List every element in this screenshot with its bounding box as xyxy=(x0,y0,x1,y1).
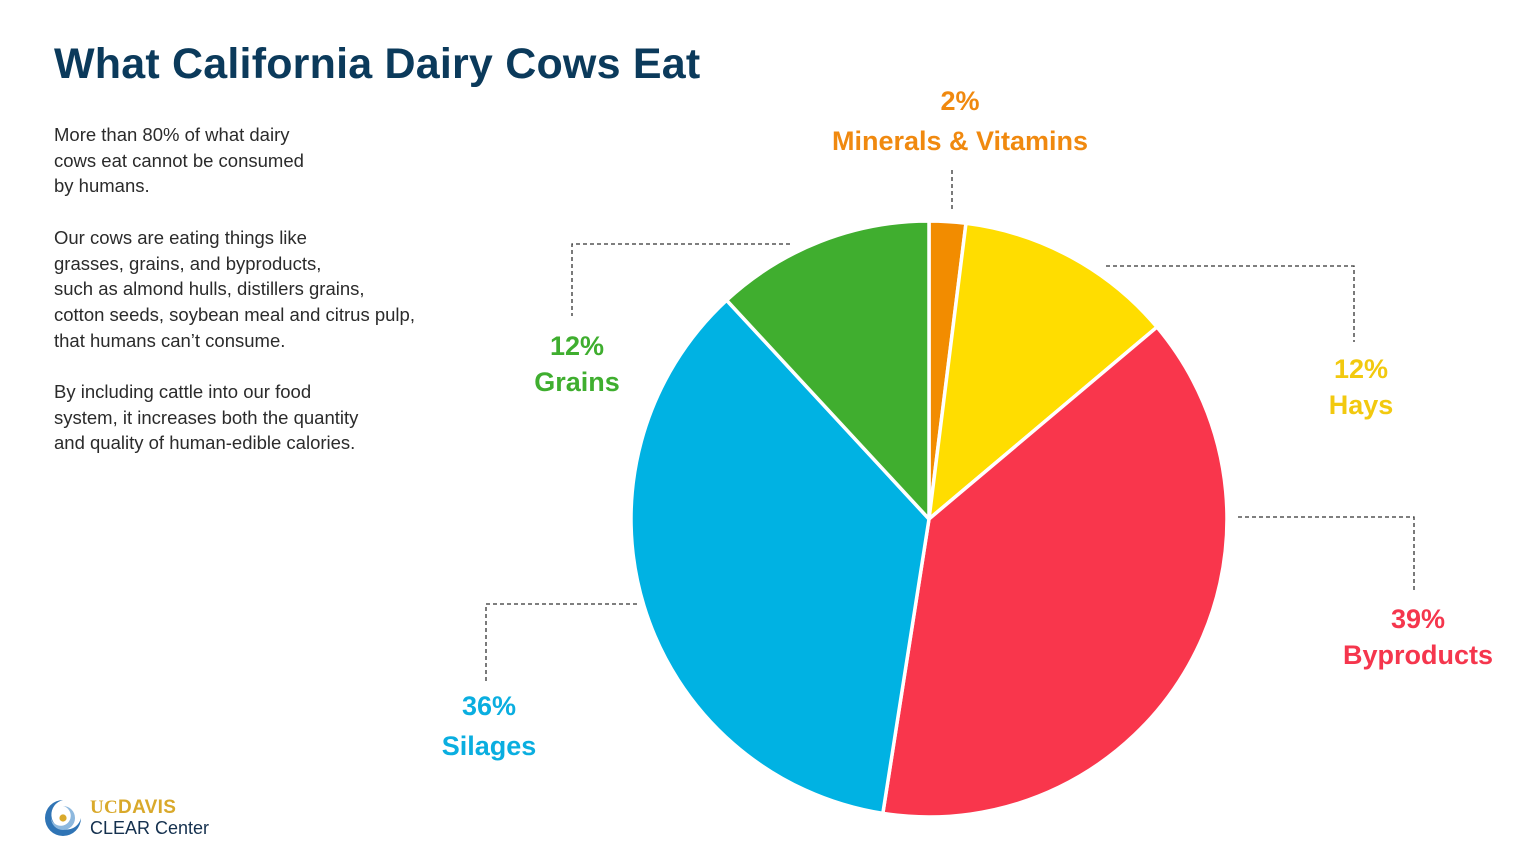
description: More than 80% of what dairy cows eat can… xyxy=(54,122,484,482)
label-silages: 36% Silages xyxy=(442,688,537,764)
page-title: What California Dairy Cows Eat xyxy=(54,40,701,88)
logo-davis: DAVIS xyxy=(118,797,177,818)
label-hays-name: Hays xyxy=(1328,390,1394,420)
label-grains-pct: 12% xyxy=(549,331,605,361)
label-hays-pct: 12% xyxy=(1333,354,1389,384)
leader-line-silages xyxy=(485,603,637,682)
pie-slice-byproducts xyxy=(881,325,1229,819)
label-byproducts: 39% Byproducts xyxy=(1343,601,1493,673)
leader-lines xyxy=(485,170,1415,682)
clear-center-logo-icon xyxy=(45,800,81,836)
leader-line-hays xyxy=(1106,265,1355,342)
logo-clear-center: CLEAR Center xyxy=(90,818,210,838)
pie-slice-silages xyxy=(629,298,931,816)
logo-uc-davis: UCDAVIS xyxy=(90,798,209,818)
description-paragraph-1: More than 80% of what dairy cows eat can… xyxy=(54,124,304,197)
label-grains-name: Grains xyxy=(534,367,620,397)
label-silages-pct: 36% xyxy=(461,691,517,721)
pie-slice-hays xyxy=(927,221,1159,521)
label-byproducts-name: Byproducts xyxy=(1342,640,1494,670)
label-minerals: 2% Minerals & Vitamins xyxy=(832,83,1088,159)
label-byproducts-pct: 39% xyxy=(1390,604,1446,634)
label-grains: 12% Grains xyxy=(534,328,620,400)
description-paragraph-3: By including cattle into our food system… xyxy=(54,381,359,454)
description-paragraph-2: Our cows are eating things like grasses,… xyxy=(54,226,415,351)
leader-line-grains xyxy=(571,243,790,316)
label-hays: 12% Hays xyxy=(1329,351,1394,423)
pie-slices xyxy=(629,219,1229,819)
pie-slice-grains xyxy=(724,219,931,521)
label-minerals-name: Minerals & Vitamins xyxy=(831,126,1089,156)
uc-davis-clear-center-logo: UCDAVIS CLEAR Center xyxy=(42,796,209,840)
label-silages-name: Silages xyxy=(441,731,537,761)
label-minerals-pct: 2% xyxy=(940,86,980,116)
leader-line-byproducts xyxy=(1238,516,1415,592)
logo-uc: UC xyxy=(90,797,119,818)
